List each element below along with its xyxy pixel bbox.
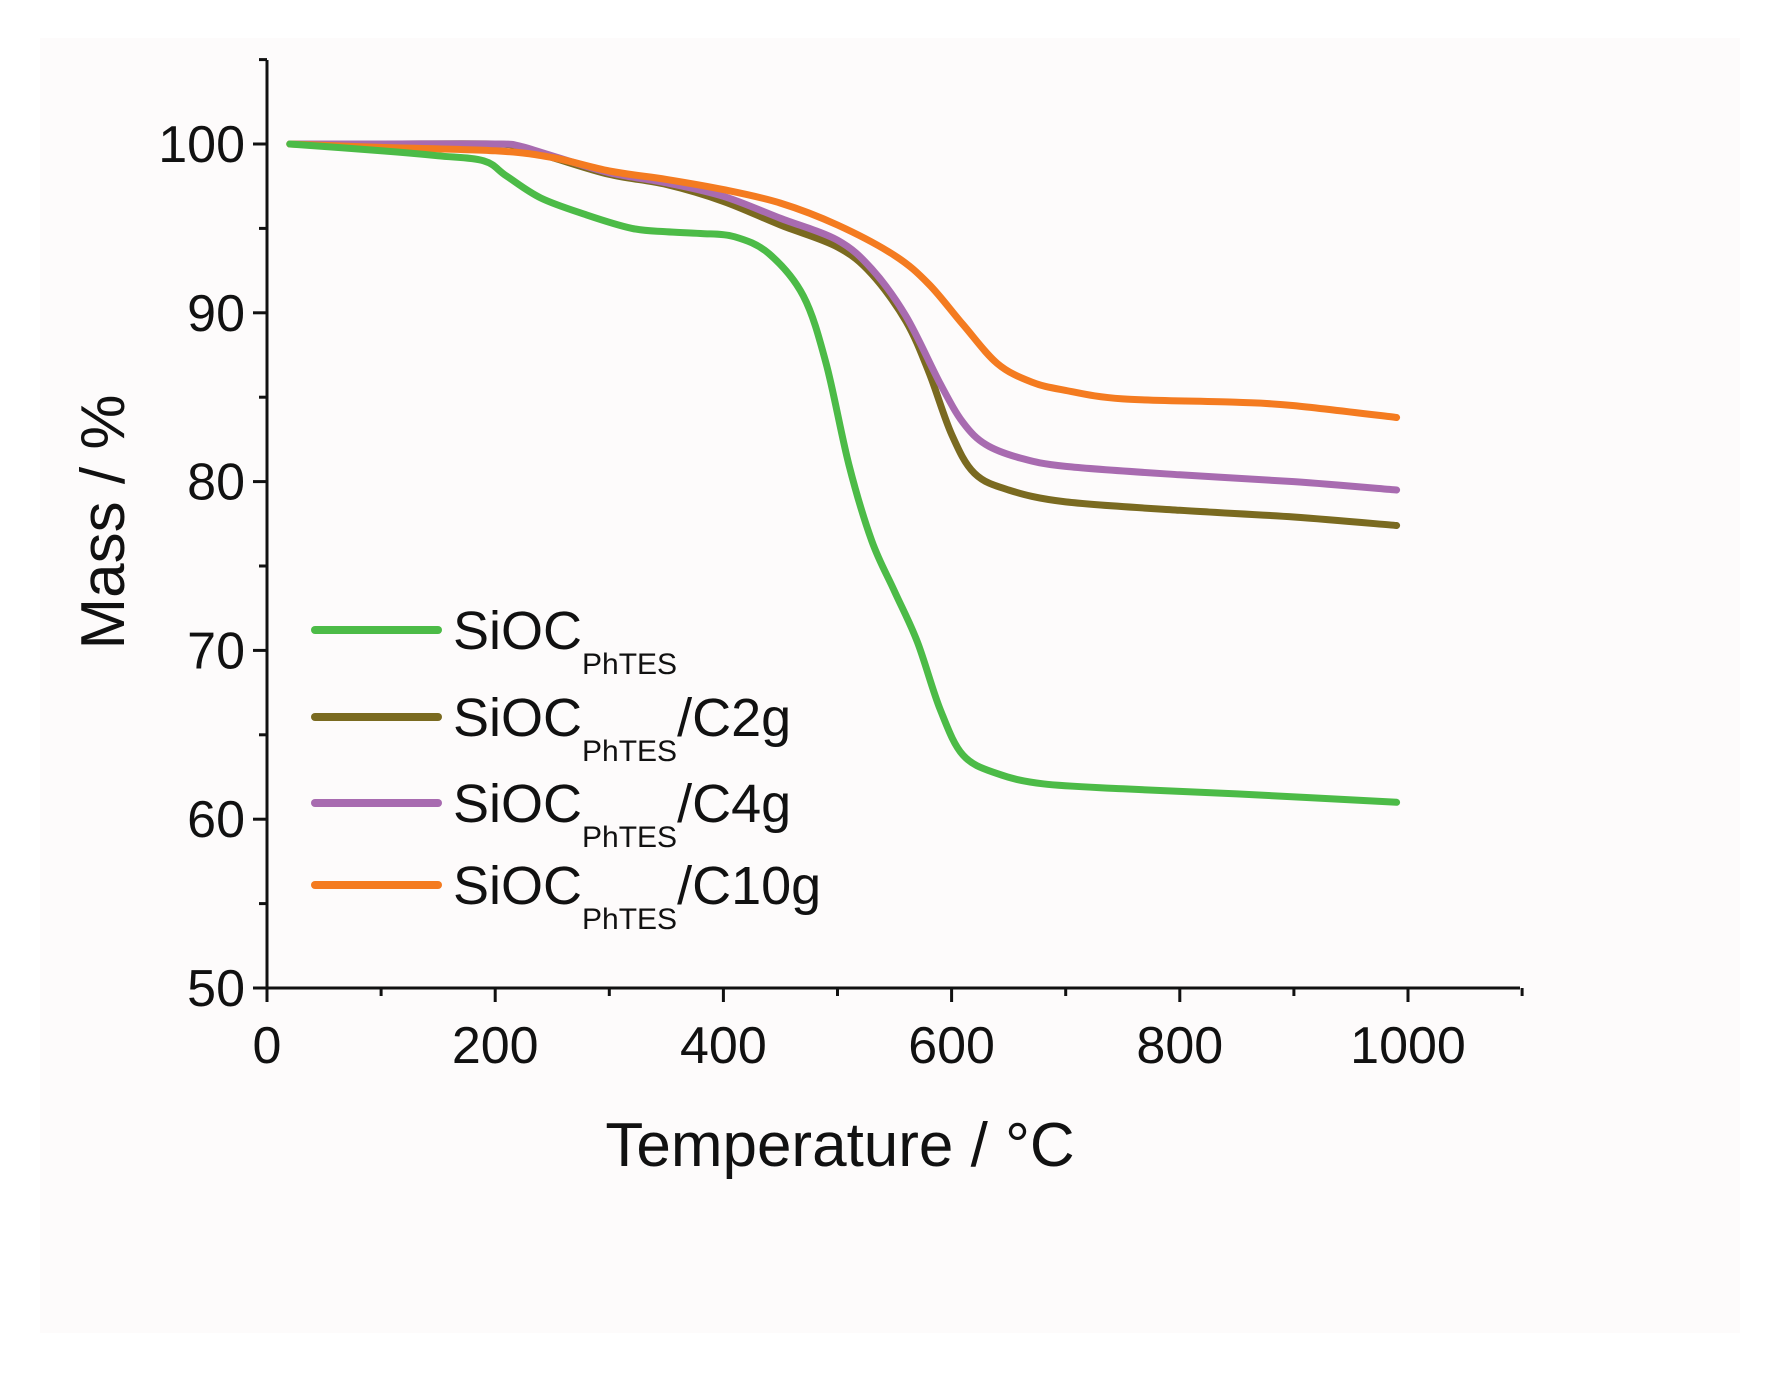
series-line-3 [286,140,1401,494]
y-tick-label: 100 [158,116,245,174]
y-tick-label: 90 [187,285,245,343]
legend-label-1: SiOCPhTES [453,601,677,681]
legend-label-4: SiOCPhTES/C10g [453,856,821,936]
y-tick-label: 80 [187,454,245,512]
chart-figure: 50 60 70 80 90 100 0 200 400 600 800 1000 SiOCPhTE… [40,38,1740,1333]
y-ticks: 50 60 70 80 90 100 [158,58,267,1018]
series-line-2 [286,140,1401,529]
y-tick-label: 50 [187,960,245,1018]
y-tick-label: 70 [187,622,245,680]
legend-label-3: SiOCPhTES/C4g [453,774,791,854]
x-axis-title: Temperature / °C [605,1111,1074,1180]
axes: 50 60 70 80 90 100 0 200 400 600 800 1000 [158,58,1524,1075]
y-axis-title: Mass / % [69,395,138,650]
x-ticks: 0 200 400 600 800 1000 [253,988,1524,1075]
series-line-4 [286,140,1401,421]
x-tick-label: 600 [908,1017,995,1075]
legend: SiOCPhTESSiOCPhTES/C2gSiOCPhTES/C4gSiOCP… [311,601,821,936]
x-tick-label: 0 [253,1017,282,1075]
y-tick-label: 60 [187,791,245,849]
legend-label-2: SiOCPhTES/C2g [453,688,791,768]
series-line-1 [286,140,1401,806]
x-tick-label: 200 [452,1017,539,1075]
x-tick-label: 1000 [1350,1017,1466,1075]
series-layer [286,140,1401,806]
tga-line-chart: 50 60 70 80 90 100 0 200 400 600 800 1000 SiOCPhTE… [69,58,1524,1180]
x-tick-label: 400 [680,1017,767,1075]
x-tick-label: 800 [1136,1017,1223,1075]
